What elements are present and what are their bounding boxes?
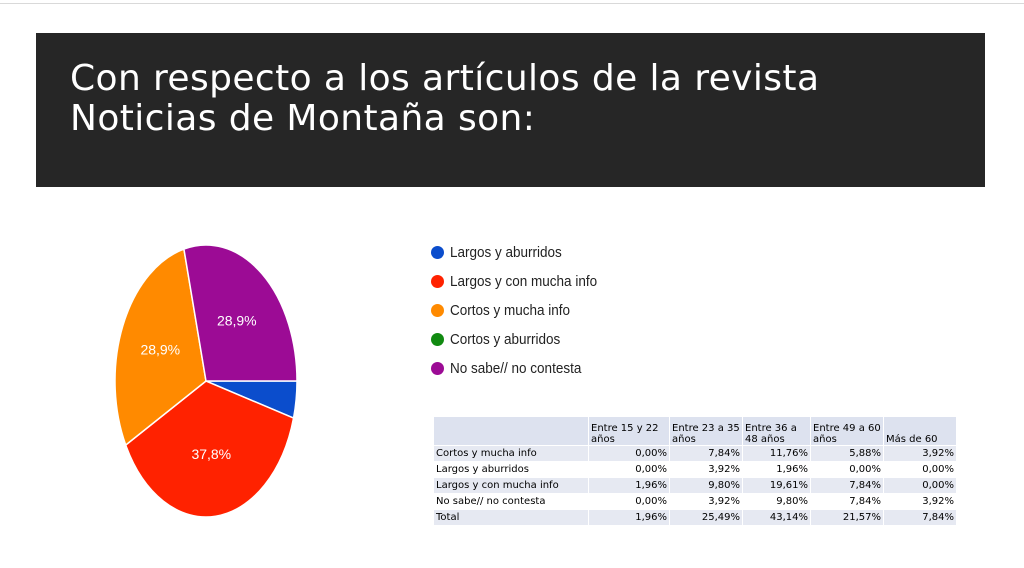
slide-title-line-1: Con respecto a los artículos de la revis… bbox=[70, 58, 820, 99]
table-row: Cortos y mucha info 0,00% 7,84% 11,76% 5… bbox=[433, 445, 957, 462]
pie-slice bbox=[124, 380, 295, 518]
table-cell: 43,14% bbox=[742, 509, 811, 526]
table-cell: 7,84% bbox=[883, 509, 957, 526]
table-cell: 0,00% bbox=[588, 493, 670, 510]
row-label: No sabe// no contesta bbox=[433, 493, 589, 510]
title-band: Con respecto a los artículos de la revis… bbox=[36, 33, 985, 187]
legend-label: Cortos y mucha info bbox=[450, 302, 571, 319]
slice-label: 28,9% bbox=[140, 341, 180, 357]
legend-marker bbox=[431, 362, 444, 375]
table-cell: 21,57% bbox=[810, 509, 884, 526]
table-cell: 3,92% bbox=[669, 493, 743, 510]
table-cell: 3,92% bbox=[669, 461, 743, 478]
top-divider bbox=[0, 3, 1024, 4]
row-label: Largos y aburridos bbox=[433, 461, 589, 478]
table-cell: 0,00% bbox=[883, 477, 957, 494]
slice-label: 28,9% bbox=[217, 313, 257, 329]
table-row: No sabe// no contesta 0,00% 3,92% 9,80% … bbox=[433, 493, 957, 510]
legend-marker bbox=[431, 275, 444, 288]
legend-marker bbox=[431, 246, 444, 259]
table-cell: 0,00% bbox=[810, 461, 884, 478]
pie-chart: 37,8% 28,9% 28,9% bbox=[114, 244, 298, 518]
table-cell: 3,92% bbox=[883, 445, 957, 462]
row-label: Cortos y mucha info bbox=[433, 445, 589, 462]
legend-marker bbox=[431, 304, 444, 317]
table-row: Largos y aburridos 0,00% 3,92% 1,96% 0,0… bbox=[433, 461, 957, 478]
table-header-cell: Entre 23 a 35 años bbox=[669, 416, 743, 446]
row-label: Total bbox=[433, 509, 589, 526]
table-cell: 19,61% bbox=[742, 477, 811, 494]
table-cell: 7,84% bbox=[810, 493, 884, 510]
age-breakdown-table: Entre 15 y 22 años Entre 23 a 35 años En… bbox=[433, 416, 957, 526]
table-cell: 1,96% bbox=[588, 509, 670, 526]
table-cell: 1,96% bbox=[742, 461, 811, 478]
table-cell: 11,76% bbox=[742, 445, 811, 462]
table-cell: 7,84% bbox=[810, 477, 884, 494]
table-header-cell: Más de 60 bbox=[883, 416, 957, 446]
table-header-row: Entre 15 y 22 años Entre 23 a 35 años En… bbox=[433, 416, 957, 446]
legend-label: Largos y aburridos bbox=[450, 244, 562, 261]
legend-marker bbox=[431, 333, 444, 346]
table-cell: 0,00% bbox=[883, 461, 957, 478]
table-row-total: Total 1,96% 25,49% 43,14% 21,57% 7,84% bbox=[433, 509, 957, 526]
table-cell: 25,49% bbox=[669, 509, 743, 526]
table-header-cell: Entre 15 y 22 años bbox=[588, 416, 670, 446]
table-cell: 9,80% bbox=[742, 493, 811, 510]
table-header-cell: Entre 49 a 60 años bbox=[810, 416, 884, 446]
table-cell: 3,92% bbox=[883, 493, 957, 510]
slide-title-line-2: Noticias de Montaña son: bbox=[70, 98, 536, 139]
slide-title: Con respecto a los artículos de la revis… bbox=[70, 59, 970, 139]
legend-label: Largos y con mucha info bbox=[450, 273, 598, 290]
table-cell: 0,00% bbox=[588, 461, 670, 478]
legend-label: No sabe// no contesta bbox=[450, 360, 582, 377]
pie-slice bbox=[183, 244, 298, 382]
table-header-cell bbox=[433, 416, 589, 446]
table-cell: 1,96% bbox=[588, 477, 670, 494]
table-cell: 7,84% bbox=[669, 445, 743, 462]
pie-slice bbox=[114, 248, 207, 447]
table-row: Largos y con mucha info 1,96% 9,80% 19,6… bbox=[433, 477, 957, 494]
table-cell: 0,00% bbox=[588, 445, 670, 462]
table-cell: 9,80% bbox=[669, 477, 743, 494]
row-label: Largos y con mucha info bbox=[433, 477, 589, 494]
table-header-cell: Entre 36 a 48 años bbox=[742, 416, 811, 446]
legend-label: Cortos y aburridos bbox=[450, 331, 561, 348]
table-cell: 5,88% bbox=[810, 445, 884, 462]
slice-label: 37,8% bbox=[191, 446, 231, 462]
